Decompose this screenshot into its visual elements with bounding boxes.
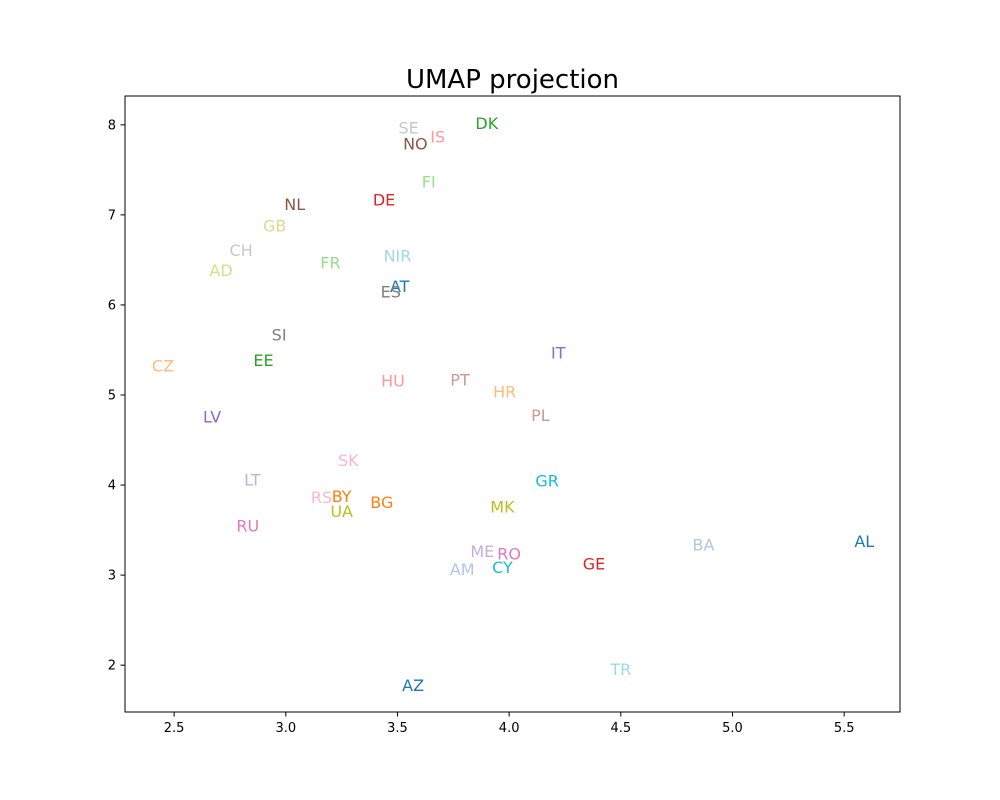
axes-frame [124,95,901,713]
point-label-by: BY [332,487,352,506]
y-tick-label: 7 [108,208,116,223]
point-label-dk: DK [475,114,498,133]
point-label-pt: PT [450,371,470,390]
y-tick-label: 2 [108,659,116,674]
point-label-si: SI [272,326,287,345]
plot-frame [124,95,901,713]
point-label-mk: MK [490,498,515,517]
point-label-me: ME [470,542,494,561]
point-label-gb: GB [263,217,286,236]
y-tick-label: 4 [108,479,116,494]
point-label-ee: EE [253,351,273,370]
chart-title: UMAP projection [406,65,619,95]
x-tick-label: 4.0 [499,721,520,736]
y-tick-label: 3 [108,569,116,584]
point-label-ua: UA [330,502,353,521]
point-label-sk: SK [338,451,359,470]
point-label-gr: GR [535,472,559,491]
x-axis: 2.5 3.0 3.5 4.0 4.5 5.0 5.5 [164,712,855,736]
point-label-am: AM [450,560,475,579]
point-label-it: IT [551,344,566,363]
point-label-bg: BG [370,493,393,512]
x-tick-label: 3.0 [275,721,296,736]
point-label-az: AZ [402,676,424,695]
point-label-fi: FI [422,173,436,192]
point-label-hu: HU [381,372,405,391]
point-label-tr: TR [609,660,631,679]
point-label-es: ES [381,282,401,301]
point-label-ad: AD [209,261,232,280]
point-label-fr: FR [320,254,340,273]
x-tick-label: 4.5 [610,721,631,736]
point-label-cy: CY [492,558,513,577]
point-label-nir: NIR [384,246,412,265]
point-label-ge: GE [583,554,606,573]
point-label-is: IS [430,128,445,147]
point-label-pl: PL [531,406,550,425]
point-label-lt: LT [244,471,261,490]
point-label-at: AT [390,277,410,296]
point-label-ch: CH [230,241,253,260]
point-label-nl: NL [284,195,305,214]
point-label-lv: LV [203,408,221,427]
y-axis: 2 3 4 5 6 7 8 [108,118,125,674]
y-tick-label: 6 [108,298,116,313]
point-label-hr: HR [493,382,516,401]
x-tick-label: 2.5 [164,721,185,736]
point-label-se: SE [399,119,419,138]
point-label-cz: CZ [152,356,174,375]
point-label-rs: RS [311,488,332,507]
x-tick-label: 5.5 [834,721,855,736]
y-tick-label: 5 [108,388,116,403]
x-tick-label: 5.0 [722,721,743,736]
point-label-al: AL [854,532,874,551]
point-label-ru: RU [236,517,259,536]
x-tick-label: 3.5 [387,721,408,736]
point-label-ba: BA [692,535,714,554]
point-label-no: NO [403,135,428,154]
y-tick-label: 8 [108,118,116,133]
point-label-de: DE [373,191,395,210]
point-label-ro: RO [497,544,521,563]
